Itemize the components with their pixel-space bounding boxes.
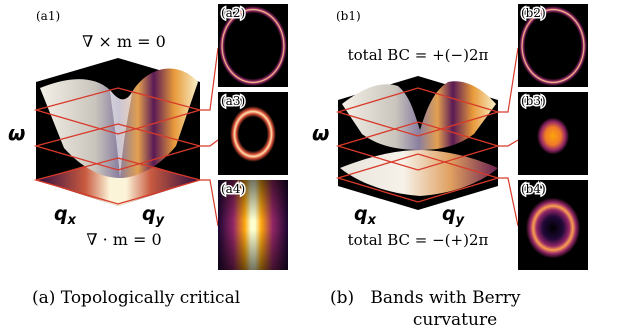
axis-omega-a: ω xyxy=(8,121,25,145)
inset-b3: (b3) xyxy=(518,92,588,175)
inset-a4-label: (a4) xyxy=(221,182,245,196)
curl-equation: ∇ × m = 0 xyxy=(82,32,166,51)
axis-omega-b: ω xyxy=(312,121,329,145)
inset-a3-label: (a3) xyxy=(221,94,245,108)
inset-b4-label: (b4) xyxy=(521,182,546,196)
inset-b2: (b2) xyxy=(518,4,588,87)
caption-b-line1: (b) Bands with Berry xyxy=(330,288,521,308)
axis-qx-a: qx xyxy=(54,203,77,228)
div-equation: ∇ · m = 0 xyxy=(86,230,161,249)
inset-a4: (a4) xyxy=(218,180,288,270)
panel-a: (a1) ∇ × m = 0 ω qx qy ∇ · m = 0 (a2) xyxy=(8,4,288,308)
inset-b3-label: (b3) xyxy=(521,94,546,108)
inset-connectors-a xyxy=(200,47,219,227)
bc-top-label: total BC = +(−)2π xyxy=(348,46,489,64)
bc-bottom-label: total BC = −(+)2π xyxy=(348,231,489,249)
inset-a2-label: (a2) xyxy=(221,6,245,20)
inset-a2: (a2) xyxy=(218,4,288,87)
panel-b: (b1) total BC = +(−)2π ω qx qy total BC … xyxy=(312,4,588,330)
inset-b2-label: (b2) xyxy=(521,6,546,20)
axis-qx-b: qx xyxy=(354,203,377,228)
caption-b-line2: curvature xyxy=(413,310,497,330)
panel-a1-label: (a1) xyxy=(36,9,60,23)
inset-b4: (b4) xyxy=(518,180,588,270)
axis-qy-a: qy xyxy=(142,203,165,228)
axis-qy-b: qy xyxy=(442,203,465,228)
lower-band-surface-b xyxy=(340,150,498,196)
caption-a: (a) Topologically critical xyxy=(32,288,240,308)
inset-a3: (a3) xyxy=(218,92,288,175)
inset-connectors-b xyxy=(498,47,519,227)
panel-b1-label: (b1) xyxy=(336,9,361,23)
